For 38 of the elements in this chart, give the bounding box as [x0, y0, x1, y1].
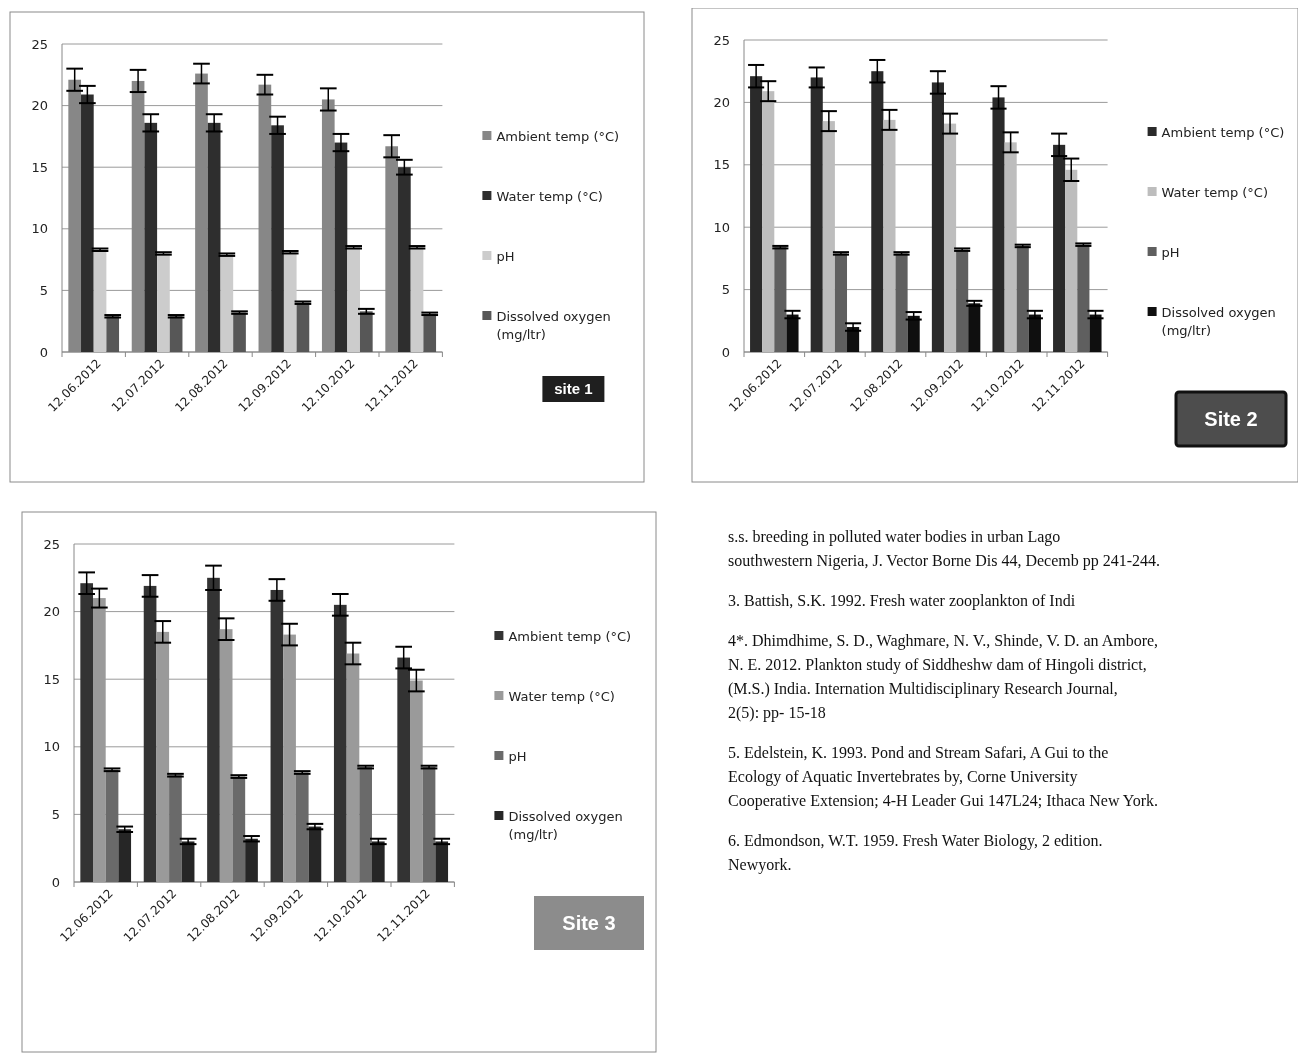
text: Site 3	[562, 912, 616, 934]
y-tick-label: 10	[713, 219, 730, 235]
text: 3. Battish, S.K. 1992. Fresh water zooplankton of Indi	[728, 592, 1076, 610]
legend-label: pH	[496, 248, 515, 264]
y-tick-label: 15	[43, 671, 60, 687]
legend-label: Water temp (°C)	[508, 688, 615, 704]
y-tick-label: 15	[713, 157, 730, 173]
y-tick-label: 20	[31, 98, 48, 114]
legend-label: Ambient temp (°C)	[496, 128, 620, 144]
y-tick-label: 20	[43, 604, 60, 620]
text: 6. Edmondson, W.T. 1959. Fresh Water Biology, 2 edition. Newyork.	[728, 832, 1103, 874]
text: Site 2	[1204, 408, 1258, 430]
y-tick-label: 20	[713, 94, 730, 110]
legend-label: pH	[508, 748, 527, 764]
text: 5. Edelstein, K. 1993. Pond and Stream Safari, A Gui to the Ecology of Aquatic Invertebrates by, Corne University Cooperative Extension; 4-H Leader Gui 147L24; Ithaca New York.	[728, 744, 1159, 810]
text: s.s. breeding in polluted water bodies in urban Lago southwestern Nigeria, J. Vector Borne Dis 44, Decemb pp 241-244.	[728, 528, 1161, 570]
legend-label: Dissolved oxygen (mg/ltr)	[496, 308, 611, 342]
text: 4*. Dhimdhime, S. D., Waghmare, N. V., Shinde, V. D. an Ambore, N. E. 2012. Plankton study of Siddheshw dam of Hingoli district, (M.S.) India. Internation Multidisciplinary Research Journal, 2(5): pp- 15-18	[728, 632, 1159, 722]
y-tick-label: 15	[31, 159, 48, 175]
legend-label: Ambient temp (°C)	[1161, 124, 1285, 140]
y-tick-label: 0	[721, 344, 730, 360]
legend-label: Water temp (°C)	[496, 188, 603, 204]
y-tick-label: 0	[51, 874, 60, 890]
y-tick-label: 5	[39, 282, 48, 298]
legend-label: Dissolved oxygen (mg/ltr)	[508, 808, 623, 842]
y-tick-label: 25	[43, 536, 60, 552]
y-tick-label: 25	[31, 36, 48, 52]
y-tick-label: 0	[39, 344, 48, 360]
y-tick-label: 5	[721, 282, 730, 298]
legend-label: Water temp (°C)	[1161, 184, 1269, 200]
text: site 1	[554, 380, 593, 398]
y-tick-label: 10	[43, 739, 60, 755]
y-tick-label: 10	[31, 221, 48, 237]
legend-label: Ambient temp (°C)	[508, 628, 632, 644]
legend-label: pH	[1161, 244, 1180, 260]
legend-label: Dissolved oxygen (mg/ltr)	[1161, 304, 1276, 338]
y-tick-label: 5	[51, 806, 60, 822]
y-tick-label: 25	[713, 32, 730, 48]
